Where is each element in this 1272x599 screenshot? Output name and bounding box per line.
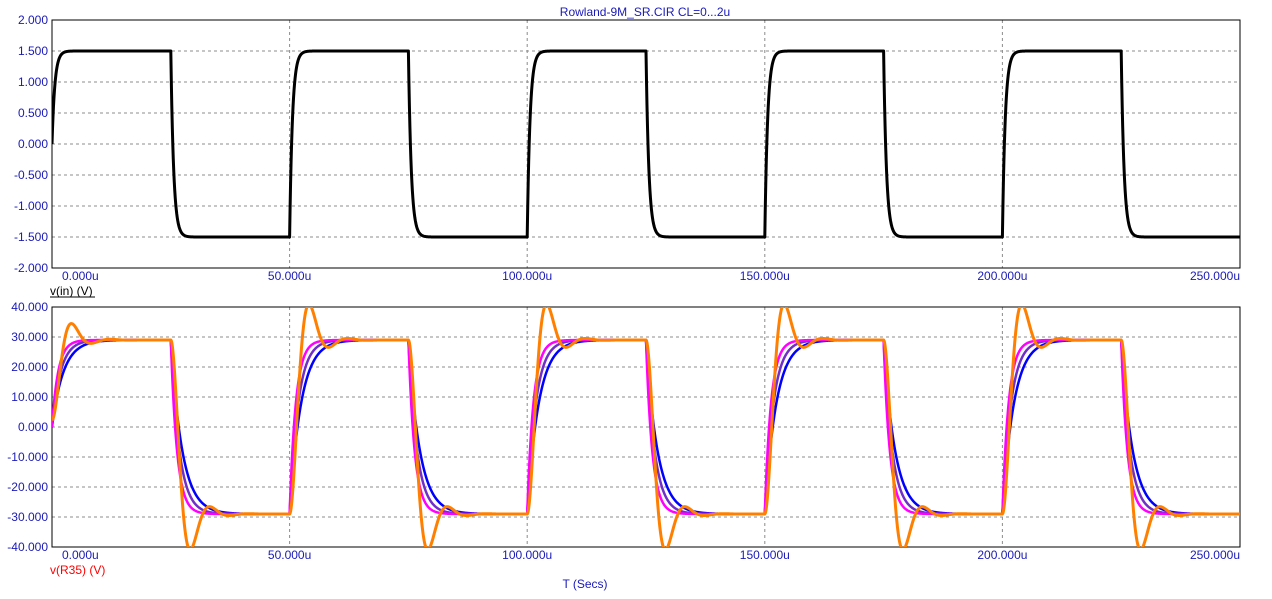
x-tick-label: 200.000u	[977, 548, 1027, 562]
x-tick-label: 0.000u	[62, 269, 99, 283]
chart-title: Rowland-9M_SR.CIR CL=0...2u	[560, 5, 730, 19]
y-tick-label: 40.000	[11, 300, 48, 314]
plot-output-voltage: 40.000 30.000 20.000 10.000 0.000 -10.000 -20.…	[7, 300, 1241, 562]
x-tick-label: 250.000u	[1190, 269, 1240, 283]
x-tick-label: 0.000u	[62, 548, 99, 562]
x-tick-label: 100.000u	[502, 269, 552, 283]
x-tick-label: 100.000u	[502, 548, 552, 562]
x-tick-label: 200.000u	[977, 269, 1027, 283]
x-tick-label: 50.000u	[268, 269, 311, 283]
y-tick-label: 10.000	[11, 390, 48, 404]
x-tick-label: 150.000u	[740, 269, 790, 283]
series-line-0-0	[52, 49, 1240, 239]
y-tick-label: 0.000	[18, 420, 48, 434]
x-axis-label: T (Secs)	[562, 577, 607, 591]
y-tick-label: -40.000	[7, 540, 48, 554]
y-tick-label: 0.500	[18, 106, 48, 120]
x-tick-label: 250.000u	[1190, 548, 1240, 562]
y-tick-label: -10.000	[7, 450, 48, 464]
x-tick-label: 150.000u	[740, 548, 790, 562]
y-tick-label: -1.500	[14, 230, 48, 244]
y-tick-label: 1.500	[18, 44, 48, 58]
y-tick-label: -20.000	[7, 480, 48, 494]
y-tick-label: 2.000	[18, 13, 48, 27]
y-tick-label: 30.000	[11, 330, 48, 344]
y-tick-label: 20.000	[11, 360, 48, 374]
y-tick-label: -1.000	[14, 199, 48, 213]
x-tick-label: 50.000u	[268, 548, 311, 562]
y-tick-label: -30.000	[7, 510, 48, 524]
y-tick-label: 1.000	[18, 75, 48, 89]
y-label-output: v(R35) (V)	[50, 563, 105, 577]
plot-input-voltage: 2.000 1.500 1.000 0.500 0.000 -0.500 -1.000 -1.…	[14, 13, 1241, 283]
y-tick-label: -2.000	[14, 261, 48, 275]
series-line-1-3	[52, 307, 1240, 547]
y-tick-label: -0.500	[14, 168, 48, 182]
y-label-input: v(in) (V)	[50, 284, 93, 298]
y-tick-label: 0.000	[18, 137, 48, 151]
